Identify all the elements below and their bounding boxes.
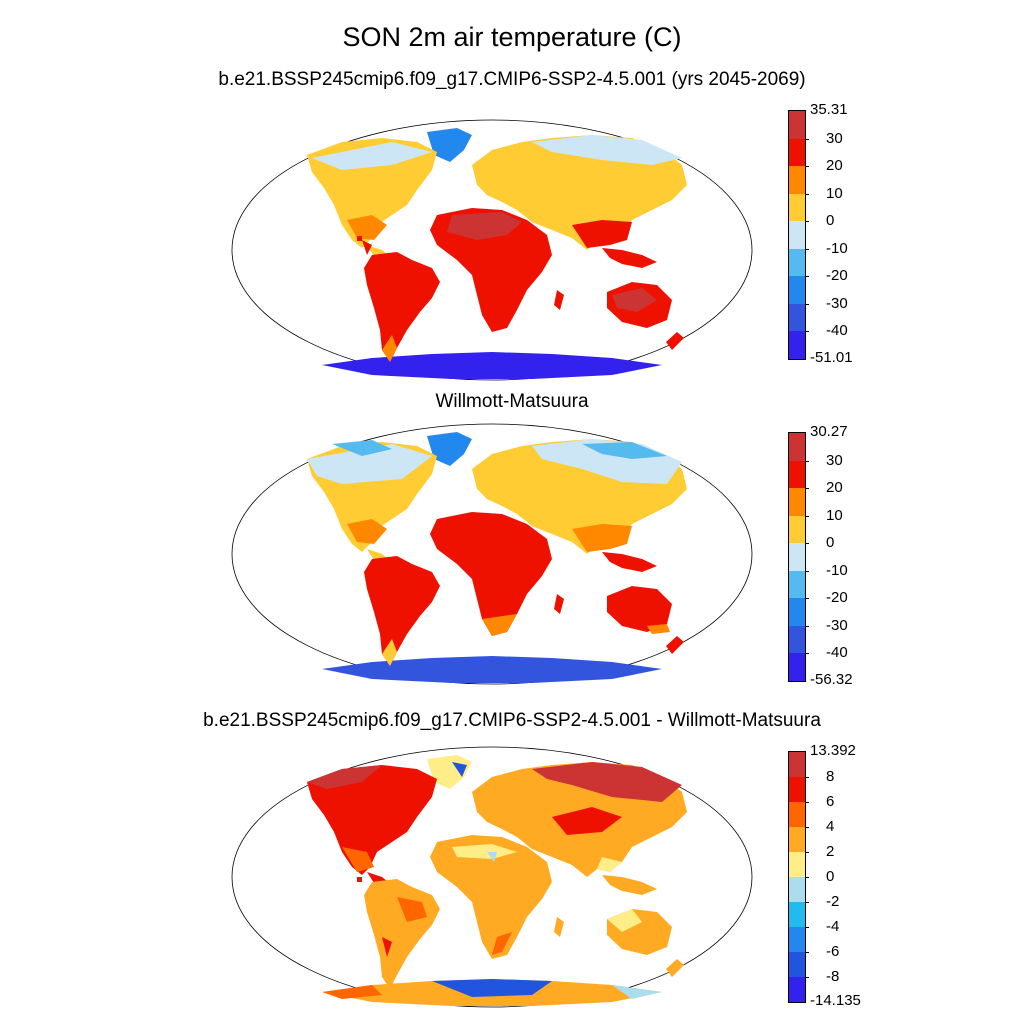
colorbar-level-label: -40 [826, 644, 848, 662]
colorbar-tick [805, 827, 809, 828]
colorbar-swatch [789, 303, 805, 332]
colorbar-swatch [789, 221, 805, 249]
colorbar-level-label: -2 [826, 893, 840, 910]
colorbar-tick [805, 570, 809, 572]
colorbar-level-label: -20 [826, 267, 848, 285]
colorbar-level-label: 0 [826, 212, 835, 230]
colorbar-tick [805, 598, 809, 600]
colorbar-swatch [789, 276, 805, 304]
colorbar-tick [805, 543, 809, 545]
colorbar-2-max-label: 30.27 [810, 423, 848, 440]
colorbar-tick [805, 902, 809, 903]
colorbar-swatch [789, 927, 805, 952]
colorbar-level-label: 20 [826, 479, 843, 497]
colorbar-tick [805, 166, 809, 168]
colorbar-panel-2 [788, 432, 806, 682]
colorbar-1-min-label: -51.01 [810, 349, 853, 366]
map-panel-1 [231, 119, 753, 381]
colorbar-swatch [789, 515, 805, 544]
colorbar-3-max-label: 13.392 [810, 742, 856, 759]
colorbar-tick [805, 303, 809, 305]
colorbar-level-label: -30 [826, 294, 848, 312]
colorbar-tick [805, 802, 809, 803]
colorbar-tick [805, 193, 809, 195]
colorbar-swatch [789, 653, 805, 681]
colorbar-swatch [789, 248, 805, 277]
colorbar-swatch [789, 166, 805, 194]
colorbar-tick [805, 221, 809, 223]
colorbar-swatch [789, 111, 805, 139]
colorbar-level-label: 10 [826, 506, 843, 524]
colorbar-swatch [789, 852, 805, 877]
colorbar-panel-1 [788, 110, 806, 360]
colorbar-swatch [789, 877, 805, 902]
colorbar-swatch [789, 752, 805, 777]
colorbar-swatch [789, 488, 805, 516]
colorbar-tick [805, 488, 809, 490]
colorbar-level-label: 30 [826, 451, 843, 469]
colorbar-level-label: -20 [826, 589, 848, 607]
colorbar-swatch [789, 598, 805, 626]
colorbar-swatch [789, 193, 805, 222]
colorbar-swatch [789, 777, 805, 802]
colorbar-swatch [789, 902, 805, 927]
colorbar-swatch [789, 570, 805, 599]
colorbar-level-label: 2 [826, 843, 835, 860]
colorbar-swatch [789, 138, 805, 167]
colorbar-tick [805, 276, 809, 278]
colorbar-3-min-label: -14.135 [810, 992, 861, 1009]
colorbar-tick [805, 248, 809, 250]
map-panel-2 [231, 423, 753, 685]
colorbar-level-label: -10 [826, 561, 848, 579]
colorbar-level-label: 4 [826, 818, 835, 835]
colorbar-level-label: -40 [826, 322, 848, 340]
colorbar-panel-3 [788, 751, 806, 1003]
colorbar-level-label: 8 [826, 768, 835, 785]
colorbar-level-label: -30 [826, 616, 848, 634]
colorbar-swatch [789, 460, 805, 489]
colorbar-swatch [789, 802, 805, 827]
colorbar-level-label: -6 [826, 943, 840, 960]
panel-3-title: b.e21.BSSP245cmip6.f09_g17.CMIP6-SSP2-4.… [203, 710, 821, 731]
colorbar-tick [805, 138, 809, 140]
colorbar-swatch [789, 625, 805, 654]
colorbar-swatch [789, 433, 805, 461]
colorbar-tick [805, 852, 809, 853]
panel-2-title: Willmott-Matsuura [435, 391, 589, 412]
colorbar-level-label: 6 [826, 793, 835, 810]
panel-1-title: b.e21.BSSP245cmip6.f09_g17.CMIP6-SSP2-4.… [218, 69, 806, 90]
colorbar-tick [805, 515, 809, 517]
colorbar-tick [805, 927, 809, 928]
colorbar-swatch [789, 543, 805, 571]
colorbar-swatch [789, 977, 805, 1002]
colorbar-swatch [789, 827, 805, 852]
figure-title: SON 2m air temperature (C) [342, 22, 682, 52]
colorbar-tick [805, 331, 809, 333]
colorbar-level-label: 0 [826, 534, 835, 552]
colorbar-tick [805, 977, 809, 978]
colorbar-level-label: 0 [826, 868, 835, 885]
colorbar-tick [805, 777, 809, 778]
colorbar-swatch [789, 952, 805, 977]
colorbar-level-label: 20 [826, 157, 843, 175]
colorbar-1-max-label: 35.31 [810, 101, 848, 118]
colorbar-level-label: 10 [826, 184, 843, 202]
island-marker [357, 236, 362, 241]
colorbar-swatch [789, 331, 805, 359]
map-panel-3 [231, 746, 753, 1008]
colorbar-tick [805, 877, 809, 878]
colorbar-level-label: -10 [826, 239, 848, 257]
colorbar-level-label: 30 [826, 129, 843, 147]
colorbar-level-label: -8 [826, 968, 840, 985]
colorbar-tick [805, 653, 809, 655]
colorbar-tick [805, 460, 809, 462]
island-marker [357, 877, 362, 882]
colorbar-tick [805, 625, 809, 627]
colorbar-level-label: -4 [826, 918, 840, 935]
colorbar-tick [805, 952, 809, 953]
colorbar-2-min-label: -56.32 [810, 671, 853, 688]
